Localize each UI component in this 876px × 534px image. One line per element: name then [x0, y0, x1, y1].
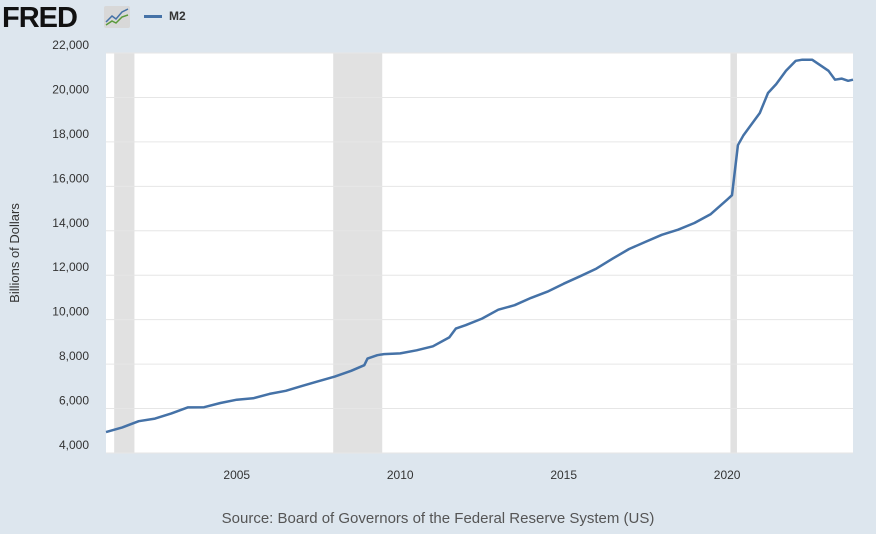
legend-label: M2 — [169, 9, 186, 23]
y-tick-label: 14,000 — [52, 216, 89, 230]
y-tick-label: 4,000 — [59, 438, 89, 452]
x-tick-label: 2005 — [223, 468, 250, 482]
y-tick-label: 12,000 — [52, 260, 89, 274]
y-tick-label: 18,000 — [52, 127, 89, 141]
y-tick-label: 16,000 — [52, 171, 89, 185]
y-tick-label: 20,000 — [52, 82, 89, 96]
legend-swatch — [144, 14, 162, 18]
y-tick-label: 22,000 — [52, 38, 89, 52]
recession-band — [114, 53, 135, 453]
x-tick-label: 2010 — [387, 468, 414, 482]
source-note: Source: Board of Governors of the Federa… — [221, 510, 655, 527]
chart-logo-icon — [104, 6, 130, 28]
y-tick-label: 6,000 — [59, 394, 89, 408]
x-tick-label: 2015 — [550, 468, 577, 482]
y-tick-label: 10,000 — [52, 305, 89, 319]
recession-band — [333, 53, 383, 453]
fred-logo[interactable]: FRED — [2, 2, 78, 34]
x-tick-label: 2020 — [714, 468, 741, 482]
legend: M2 — [144, 9, 186, 23]
plot-area — [106, 53, 853, 453]
y-tick-label: 8,000 — [59, 349, 89, 363]
series-line-m2 — [105, 58, 854, 434]
recession-band — [730, 53, 737, 453]
y-axis-label: Billions of Dollars — [7, 203, 22, 303]
